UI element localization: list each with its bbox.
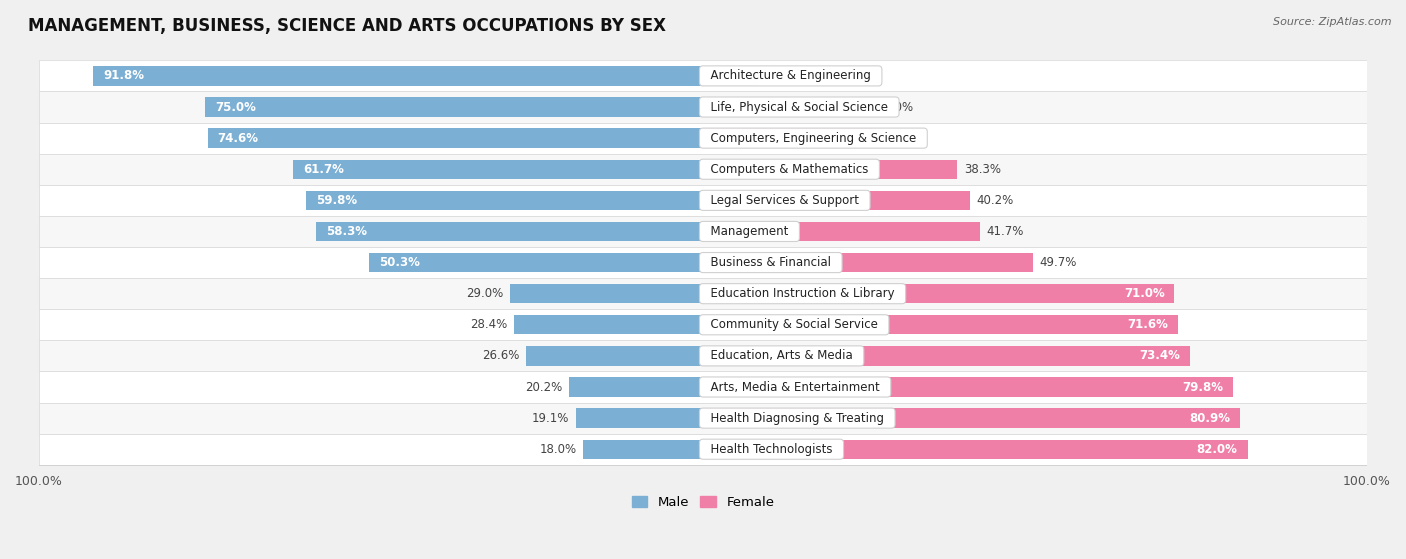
Text: Architecture & Engineering: Architecture & Engineering xyxy=(703,69,879,82)
Bar xyxy=(39,247,1367,278)
Bar xyxy=(39,434,1367,465)
Text: 8.3%: 8.3% xyxy=(765,69,794,82)
Text: 75.0%: 75.0% xyxy=(215,101,256,113)
Legend: Male, Female: Male, Female xyxy=(626,491,780,514)
Bar xyxy=(703,315,1178,334)
Text: Education, Arts & Media: Education, Arts & Media xyxy=(703,349,860,362)
Text: 59.8%: 59.8% xyxy=(316,194,357,207)
Text: Health Technologists: Health Technologists xyxy=(703,443,839,456)
Text: 40.2%: 40.2% xyxy=(977,194,1014,207)
Bar xyxy=(307,191,703,210)
Text: 73.4%: 73.4% xyxy=(1140,349,1181,362)
Text: Life, Physical & Social Science: Life, Physical & Social Science xyxy=(703,101,896,113)
Text: Source: ZipAtlas.com: Source: ZipAtlas.com xyxy=(1274,17,1392,27)
Bar xyxy=(39,185,1367,216)
Text: 25.4%: 25.4% xyxy=(879,131,915,145)
Bar xyxy=(569,377,703,397)
Text: 71.6%: 71.6% xyxy=(1128,318,1168,331)
Bar xyxy=(526,346,703,366)
Bar xyxy=(39,340,1367,371)
Bar xyxy=(703,409,1240,428)
Text: 61.7%: 61.7% xyxy=(304,163,344,176)
Text: Computers, Engineering & Science: Computers, Engineering & Science xyxy=(703,131,924,145)
Text: Management: Management xyxy=(703,225,796,238)
Text: Computers & Mathematics: Computers & Mathematics xyxy=(703,163,876,176)
Text: 38.3%: 38.3% xyxy=(965,163,1001,176)
Bar xyxy=(205,97,703,117)
Bar xyxy=(208,129,703,148)
Bar xyxy=(515,315,703,334)
Bar xyxy=(39,122,1367,154)
Bar xyxy=(39,309,1367,340)
Bar xyxy=(368,253,703,272)
Text: 41.7%: 41.7% xyxy=(987,225,1024,238)
Text: Arts, Media & Entertainment: Arts, Media & Entertainment xyxy=(703,381,887,394)
Bar xyxy=(39,92,1367,122)
Bar xyxy=(576,409,703,428)
Bar xyxy=(703,253,1033,272)
Bar xyxy=(703,377,1233,397)
Text: 50.3%: 50.3% xyxy=(380,256,420,269)
Bar xyxy=(510,284,703,304)
Text: Legal Services & Support: Legal Services & Support xyxy=(703,194,866,207)
Text: 71.0%: 71.0% xyxy=(1123,287,1164,300)
Bar xyxy=(39,278,1367,309)
Text: 91.8%: 91.8% xyxy=(104,69,145,82)
Text: 18.0%: 18.0% xyxy=(540,443,576,456)
Text: 74.6%: 74.6% xyxy=(218,131,259,145)
Bar xyxy=(294,159,703,179)
Text: 20.2%: 20.2% xyxy=(524,381,562,394)
Text: 82.0%: 82.0% xyxy=(1197,443,1237,456)
Bar xyxy=(703,159,957,179)
Bar xyxy=(703,191,970,210)
Bar xyxy=(703,129,872,148)
Bar xyxy=(39,371,1367,402)
Text: 58.3%: 58.3% xyxy=(326,225,367,238)
Text: 19.1%: 19.1% xyxy=(531,411,569,425)
Text: 25.0%: 25.0% xyxy=(876,101,912,113)
Text: 29.0%: 29.0% xyxy=(467,287,503,300)
Bar xyxy=(93,67,703,86)
Bar xyxy=(703,67,758,86)
Bar xyxy=(316,222,703,241)
Bar xyxy=(583,439,703,459)
Text: 79.8%: 79.8% xyxy=(1182,381,1223,394)
Bar xyxy=(39,154,1367,185)
Text: Education Instruction & Library: Education Instruction & Library xyxy=(703,287,903,300)
Text: Business & Financial: Business & Financial xyxy=(703,256,838,269)
Bar xyxy=(703,222,980,241)
Text: 26.6%: 26.6% xyxy=(482,349,520,362)
Bar xyxy=(39,60,1367,92)
Text: Community & Social Service: Community & Social Service xyxy=(703,318,886,331)
Bar xyxy=(703,97,869,117)
Text: 28.4%: 28.4% xyxy=(471,318,508,331)
Bar xyxy=(39,216,1367,247)
Bar xyxy=(703,439,1247,459)
Bar xyxy=(39,402,1367,434)
Bar xyxy=(703,346,1191,366)
Text: 49.7%: 49.7% xyxy=(1039,256,1077,269)
Text: 80.9%: 80.9% xyxy=(1189,411,1230,425)
Text: MANAGEMENT, BUSINESS, SCIENCE AND ARTS OCCUPATIONS BY SEX: MANAGEMENT, BUSINESS, SCIENCE AND ARTS O… xyxy=(28,17,666,35)
Text: Health Diagnosing & Treating: Health Diagnosing & Treating xyxy=(703,411,891,425)
Bar xyxy=(703,284,1174,304)
